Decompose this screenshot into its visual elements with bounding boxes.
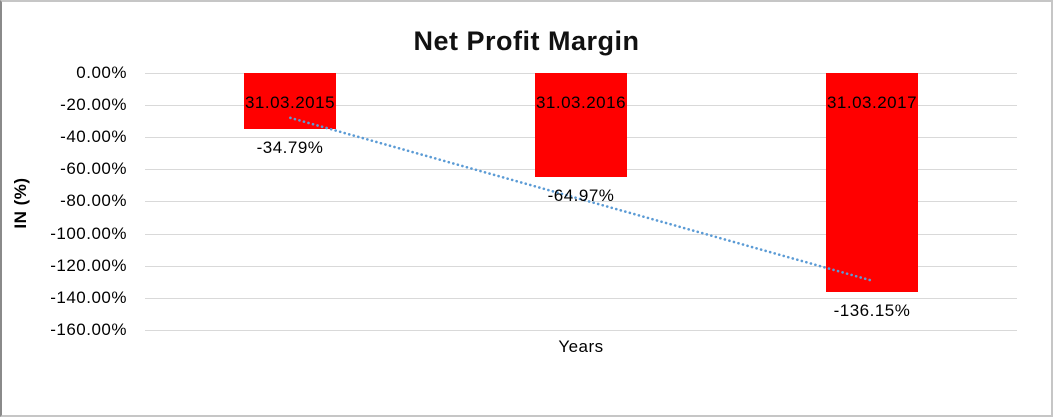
category-label: 31.03.2016 — [535, 93, 627, 112]
value-label: -34.79% — [256, 138, 324, 157]
y-tick-label: -20.00% — [60, 95, 127, 114]
y-tick-label: -60.00% — [60, 159, 127, 178]
y-tick-label: -140.00% — [50, 288, 127, 307]
value-label: -136.15% — [833, 301, 911, 320]
y-tick-label: -100.00% — [50, 224, 127, 243]
category-label: 31.03.2015 — [244, 93, 336, 112]
gridline — [145, 298, 1017, 299]
category-label: 31.03.2017 — [826, 93, 918, 112]
chart-title: Net Profit Margin — [413, 26, 640, 56]
y-tick-label: -160.00% — [50, 320, 127, 339]
bar — [535, 73, 627, 177]
y-tick-label: -120.00% — [50, 256, 127, 275]
y-tick-label: -40.00% — [60, 127, 127, 146]
gridline — [145, 330, 1017, 331]
y-tick-label: -80.00% — [60, 191, 127, 210]
x-axis-title: Years — [558, 337, 604, 356]
y-tick-label: 0.00% — [76, 63, 127, 82]
value-label: -64.97% — [547, 186, 615, 205]
